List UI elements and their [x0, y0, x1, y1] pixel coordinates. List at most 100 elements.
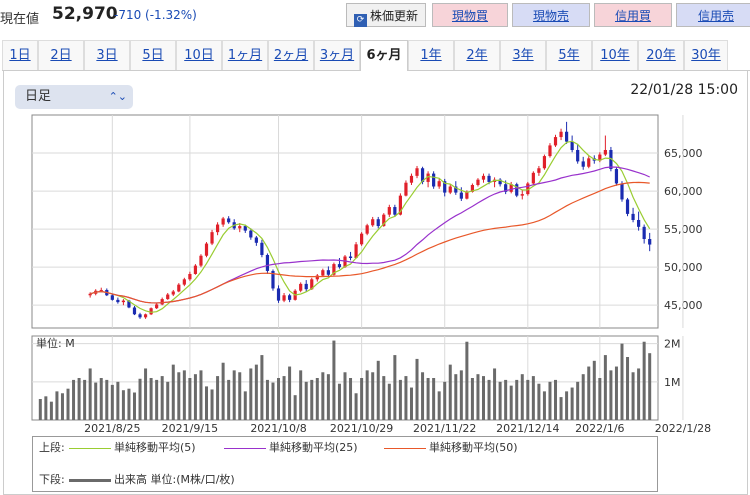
- candle-body: [360, 233, 364, 245]
- volume-bar: [409, 387, 413, 420]
- candle-body: [182, 279, 186, 285]
- candle-body: [426, 173, 430, 182]
- update-price-button[interactable]: ⟳ 株価更新: [346, 3, 426, 27]
- tab-14[interactable]: 20年: [638, 40, 684, 70]
- spot-buy-button[interactable]: 現物買: [432, 3, 508, 27]
- candle-body: [476, 179, 480, 185]
- volume-bar: [531, 376, 535, 420]
- candle-body: [371, 219, 375, 226]
- margin-buy-button[interactable]: 信用買: [594, 3, 672, 27]
- volume-bar: [110, 384, 114, 420]
- candle-body: [526, 183, 530, 195]
- tab-13[interactable]: 10年: [592, 40, 638, 70]
- candle-body: [465, 191, 469, 199]
- tab-11[interactable]: 3年: [500, 40, 546, 70]
- candle-body: [343, 256, 347, 268]
- candle-body: [432, 173, 436, 187]
- candle-body: [614, 169, 619, 184]
- volume-bar: [171, 364, 175, 420]
- volume-bar: [326, 374, 330, 420]
- volume-bar: [465, 341, 469, 420]
- candle-body: [504, 184, 508, 192]
- volume-bar: [432, 378, 436, 420]
- spot-sell-button[interactable]: 現物売: [512, 3, 590, 27]
- candle-body: [354, 244, 358, 259]
- volume-bar: [265, 379, 269, 420]
- volume-tick-label: 2M: [664, 338, 681, 351]
- volume-bar: [626, 357, 630, 420]
- candle-body: [271, 270, 275, 289]
- tab-10[interactable]: 2年: [454, 40, 500, 70]
- candle-body: [221, 218, 225, 225]
- volume-bar: [404, 376, 408, 420]
- volume-bar: [470, 378, 474, 420]
- volume-bar: [487, 379, 491, 420]
- legend-lower-row: 下段: 出来高 単位:(M株/口/枚): [39, 473, 649, 487]
- volume-bar: [221, 362, 225, 420]
- candle-body: [160, 299, 164, 305]
- tab-9[interactable]: 1年: [408, 40, 454, 70]
- current-price-value: 52,970: [52, 4, 118, 24]
- tab-8[interactable]: 6ヶ月: [360, 40, 408, 71]
- volume-bar: [249, 368, 253, 420]
- tab-15[interactable]: 30年: [684, 40, 728, 70]
- tab-3[interactable]: 5日: [130, 40, 176, 70]
- volume-bar: [592, 360, 596, 420]
- candle-body: [365, 225, 369, 234]
- candle-body: [215, 224, 220, 233]
- legend-ma50-label: 単純移動平均(50): [429, 441, 518, 454]
- volume-bar: [38, 399, 42, 420]
- volume-bar: [227, 379, 231, 420]
- volume-bar: [49, 401, 53, 420]
- candle-body: [520, 194, 524, 196]
- period-select-value: 日足: [25, 89, 52, 104]
- candle-body: [387, 207, 391, 215]
- candle-body: [448, 186, 452, 193]
- tab-6[interactable]: 2ヶ月: [268, 40, 314, 70]
- volume-bar: [337, 383, 341, 420]
- candle-body: [193, 265, 198, 274]
- ma50-swatch: [384, 447, 426, 449]
- volume-bar: [105, 379, 109, 420]
- chart-datetime: 22/01/28 15:00: [630, 82, 738, 98]
- tab-4[interactable]: 10日: [176, 40, 222, 70]
- candle-body: [570, 141, 574, 150]
- candle-body: [227, 218, 231, 223]
- candle-body: [459, 192, 463, 199]
- candle-body: [564, 131, 569, 142]
- margin-sell-button[interactable]: 信用売: [676, 3, 750, 27]
- tab-7[interactable]: 3ヶ月: [314, 40, 360, 70]
- tab-1[interactable]: 2日: [38, 40, 84, 70]
- tab-0[interactable]: 1日: [2, 40, 38, 70]
- volume-bar: [66, 388, 70, 420]
- volume-bar: [127, 388, 131, 420]
- candle-body: [116, 299, 120, 303]
- legend-ma25-label: 単純移動平均(25): [269, 441, 358, 454]
- volume-bar: [631, 372, 635, 420]
- volume-bar: [260, 355, 264, 420]
- volume-bar: [542, 391, 546, 420]
- candle-body: [155, 304, 159, 309]
- tab-5[interactable]: 1ヶ月: [222, 40, 268, 70]
- volume-bar: [376, 360, 380, 420]
- volume-bar: [415, 358, 419, 420]
- candle-body: [409, 175, 414, 183]
- volume-bar: [99, 378, 103, 420]
- candle-body: [581, 161, 585, 167]
- volume-bar: [271, 382, 275, 420]
- candle-body: [542, 156, 547, 169]
- tab-2[interactable]: 3日: [84, 40, 130, 70]
- volume-bar: [537, 383, 541, 420]
- volume-bar: [315, 378, 319, 420]
- volume-unit-label: 単位: M: [36, 336, 75, 350]
- current-price-label: 現在値: [0, 12, 40, 27]
- volume-bar: [44, 396, 48, 420]
- candle-body: [531, 172, 535, 184]
- ma5-swatch: [69, 447, 111, 449]
- candle-body: [637, 219, 641, 227]
- period-select[interactable]: 日足 ⌃⌄: [15, 85, 133, 109]
- volume-bar: [177, 372, 181, 420]
- tab-12[interactable]: 5年: [546, 40, 592, 70]
- volume-bar: [509, 385, 513, 420]
- volume-bar: [443, 381, 447, 420]
